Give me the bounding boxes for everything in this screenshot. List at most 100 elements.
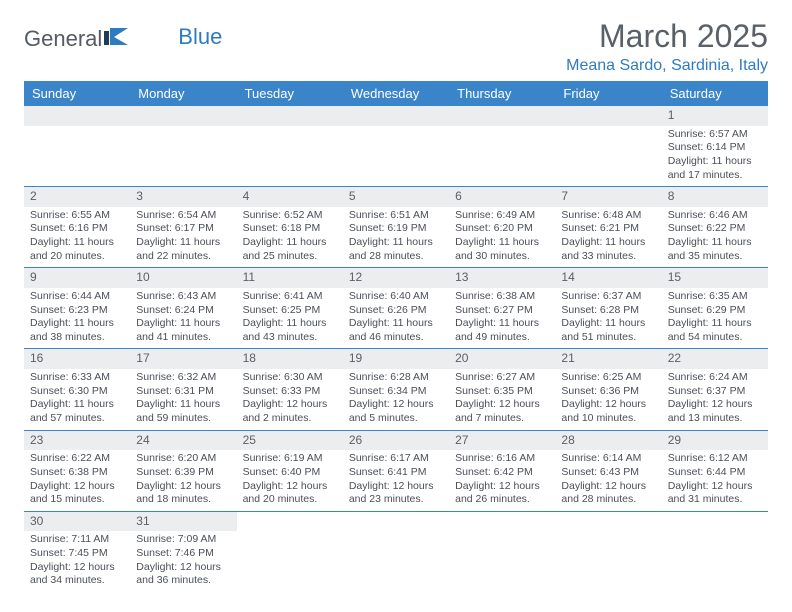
sunrise-text: Sunrise: 6:52 AM (243, 209, 337, 223)
calendar-cell: 18Sunrise: 6:30 AMSunset: 6:33 PMDayligh… (237, 349, 343, 430)
sunrise-text: Sunrise: 6:48 AM (561, 209, 655, 223)
sunrise-text: Sunrise: 6:12 AM (668, 452, 762, 466)
day-details: Sunrise: 7:09 AMSunset: 7:46 PMDaylight:… (130, 531, 236, 592)
day-details: Sunrise: 6:32 AMSunset: 6:31 PMDaylight:… (130, 369, 236, 430)
sunrise-text: Sunrise: 6:19 AM (243, 452, 337, 466)
calendar-cell (555, 106, 661, 187)
day-details: Sunrise: 6:49 AMSunset: 6:20 PMDaylight:… (449, 207, 555, 268)
calendar-cell: 30Sunrise: 7:11 AMSunset: 7:45 PMDayligh… (24, 511, 130, 592)
day-number: 13 (449, 268, 555, 288)
sunrise-text: Sunrise: 6:16 AM (455, 452, 549, 466)
sunset-text: Sunset: 6:39 PM (136, 466, 230, 480)
day-number: 17 (130, 349, 236, 369)
calendar-cell: 1Sunrise: 6:57 AMSunset: 6:14 PMDaylight… (662, 106, 768, 187)
day-number: 2 (24, 187, 130, 207)
sunrise-text: Sunrise: 6:28 AM (349, 371, 443, 385)
calendar-page: General Blue March 2025 Meana Sardo, Sar… (0, 0, 792, 610)
calendar-cell: 19 Sunrise: 6:28 AMSunset: 6:34 PMDayligh… (343, 349, 449, 430)
daylight-text: Daylight: 11 hours and 49 minutes. (455, 317, 549, 344)
day-number: 23 (24, 431, 130, 451)
sunset-text: Sunset: 6:29 PM (668, 304, 762, 318)
sunset-text: Sunset: 6:42 PM (455, 466, 549, 480)
daylight-text: Daylight: 12 hours and 23 minutes. (349, 480, 443, 507)
calendar-cell: 9Sunrise: 6:44 AMSunset: 6:23 PMDaylight… (24, 268, 130, 349)
sunset-text: Sunset: 6:17 PM (136, 222, 230, 236)
sunset-text: Sunset: 6:44 PM (668, 466, 762, 480)
day-number: 31 (130, 512, 236, 532)
sunset-text: Sunset: 6:40 PM (243, 466, 337, 480)
sunrise-text: Sunrise: 6:22 AM (30, 452, 124, 466)
flag-icon (104, 26, 130, 52)
daylight-text: Daylight: 12 hours and 5 minutes. (349, 398, 443, 425)
day-number: 6 (449, 187, 555, 207)
daylight-text: Daylight: 12 hours and 18 minutes. (136, 480, 230, 507)
calendar-cell (24, 106, 130, 187)
col-thursday: Thursday (449, 81, 555, 106)
sunrise-text: Sunrise: 6:14 AM (561, 452, 655, 466)
sunset-text: Sunset: 6:19 PM (349, 222, 443, 236)
sunset-text: Sunset: 6:31 PM (136, 385, 230, 399)
daylight-text: Daylight: 11 hours and 33 minutes. (561, 236, 655, 263)
day-number: 1 (662, 106, 768, 126)
calendar-cell: 28Sunrise: 6:14 AMSunset: 6:43 PMDayligh… (555, 430, 661, 511)
sunset-text: Sunset: 6:36 PM (561, 385, 655, 399)
location-text: Meana Sardo, Sardinia, Italy (566, 57, 768, 75)
sunset-text: Sunset: 6:34 PM (349, 385, 443, 399)
sunrise-text: Sunrise: 6:43 AM (136, 290, 230, 304)
calendar-cell: 8Sunrise: 6:46 AMSunset: 6:22 PMDaylight… (662, 187, 768, 268)
sunrise-text: Sunrise: 6:49 AM (455, 209, 549, 223)
title-block: March 2025 Meana Sardo, Sardinia, Italy (566, 18, 768, 75)
day-number: 10 (130, 268, 236, 288)
day-number: 11 (237, 268, 343, 288)
sunset-text: Sunset: 6:24 PM (136, 304, 230, 318)
sunset-text: Sunset: 6:28 PM (561, 304, 655, 318)
sunrise-text: Sunrise: 6:44 AM (30, 290, 124, 304)
day-details: Sunrise: 6:43 AMSunset: 6:24 PMDaylight:… (130, 288, 236, 349)
daylight-text: Daylight: 12 hours and 28 minutes. (561, 480, 655, 507)
col-friday: Friday (555, 81, 661, 106)
calendar-cell: 26Sunrise: 6:17 AMSunset: 6:41 PMDayligh… (343, 430, 449, 511)
daylight-text: Daylight: 12 hours and 31 minutes. (668, 480, 762, 507)
sunrise-text: Sunrise: 6:55 AM (30, 209, 124, 223)
daylight-text: Daylight: 12 hours and 2 minutes. (243, 398, 337, 425)
calendar-week: 9Sunrise: 6:44 AMSunset: 6:23 PMDaylight… (24, 268, 768, 349)
day-number-bar (449, 106, 555, 126)
col-monday: Monday (130, 81, 236, 106)
sunrise-text: Sunrise: 6:17 AM (349, 452, 443, 466)
calendar-cell: 10Sunrise: 6:43 AMSunset: 6:24 PMDayligh… (130, 268, 236, 349)
daylight-text: Daylight: 11 hours and 20 minutes. (30, 236, 124, 263)
calendar-body: 1Sunrise: 6:57 AMSunset: 6:14 PMDaylight… (24, 106, 768, 592)
calendar-cell: 12Sunrise: 6:40 AMSunset: 6:26 PMDayligh… (343, 268, 449, 349)
calendar-cell: 7Sunrise: 6:48 AMSunset: 6:21 PMDaylight… (555, 187, 661, 268)
day-number: 15 (662, 268, 768, 288)
daylight-text: Daylight: 11 hours and 17 minutes. (668, 155, 762, 182)
sunset-text: Sunset: 6:26 PM (349, 304, 443, 318)
day-number: 19 (343, 349, 449, 369)
daylight-text: Daylight: 11 hours and 28 minutes. (349, 236, 443, 263)
sunset-text: Sunset: 6:33 PM (243, 385, 337, 399)
calendar-cell: 27Sunrise: 6:16 AMSunset: 6:42 PMDayligh… (449, 430, 555, 511)
month-title: March 2025 (566, 18, 768, 55)
header-row-days: Sunday Monday Tuesday Wednesday Thursday… (24, 81, 768, 106)
brand-logo: General Blue (24, 18, 222, 52)
sunset-text: Sunset: 6:43 PM (561, 466, 655, 480)
calendar-cell: 11Sunrise: 6:41 AMSunset: 6:25 PMDayligh… (237, 268, 343, 349)
sunrise-text: Sunrise: 6:25 AM (561, 371, 655, 385)
day-details: Sunrise: 7:11 AMSunset: 7:45 PMDaylight:… (24, 531, 130, 592)
sunrise-text: Sunrise: 6:51 AM (349, 209, 443, 223)
day-number: 5 (343, 187, 449, 207)
col-saturday: Saturday (662, 81, 768, 106)
sunrise-text: Sunrise: 6:24 AM (668, 371, 762, 385)
sunrise-text: Sunrise: 6:35 AM (668, 290, 762, 304)
calendar-week: 2Sunrise: 6:55 AMSunset: 6:16 PMDaylight… (24, 187, 768, 268)
day-details: Sunrise: 6:57 AMSunset: 6:14 PMDaylight:… (662, 126, 768, 187)
calendar-cell (130, 106, 236, 187)
day-details: Sunrise: 6:52 AMSunset: 6:18 PMDaylight:… (237, 207, 343, 268)
col-sunday: Sunday (24, 81, 130, 106)
sunset-text: Sunset: 6:14 PM (668, 141, 762, 155)
sunset-text: Sunset: 6:37 PM (668, 385, 762, 399)
calendar-cell: 21Sunrise: 6:25 AMSunset: 6:36 PMDayligh… (555, 349, 661, 430)
day-number-bar (24, 106, 130, 126)
sunset-text: Sunset: 6:27 PM (455, 304, 549, 318)
sunset-text: Sunset: 6:22 PM (668, 222, 762, 236)
